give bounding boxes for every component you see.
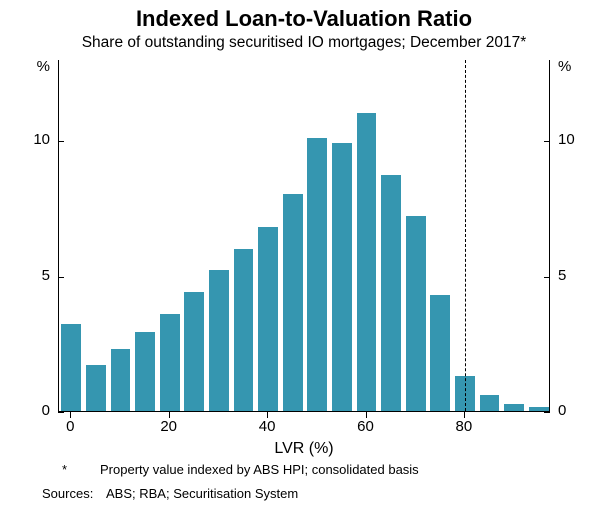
y-tick-label-left: 0 — [0, 402, 50, 419]
y-tick-mark — [58, 141, 64, 142]
y-tick-label-right: 0 — [558, 402, 566, 419]
histogram-bar — [184, 292, 204, 411]
plot-area — [58, 60, 550, 412]
x-axis-title: LVR (%) — [58, 440, 550, 458]
reference-line — [465, 60, 466, 411]
y-tick-mark — [544, 277, 550, 278]
histogram-bar — [135, 332, 155, 411]
chart-subtitle: Share of outstanding securitised IO mort… — [0, 34, 608, 52]
histogram-bar — [209, 270, 229, 411]
y-tick-mark — [58, 277, 64, 278]
histogram-bar — [111, 349, 131, 411]
x-tick-mark — [169, 412, 170, 418]
x-tick-label: 20 — [160, 418, 177, 435]
y-tick-label-left: 10 — [0, 131, 50, 148]
histogram-bar — [283, 194, 303, 411]
y-unit-label: % — [0, 58, 50, 75]
histogram-bar — [307, 138, 327, 411]
y-tick-label-left: 5 — [0, 267, 50, 284]
x-tick-label: 40 — [259, 418, 276, 435]
footnote-text: Property value indexed by ABS HPI; conso… — [100, 462, 419, 477]
y-tick-label-right: 5 — [558, 267, 566, 284]
y-unit-label: % — [558, 58, 571, 75]
x-tick-mark — [70, 412, 71, 418]
histogram-bar — [381, 175, 401, 411]
footnote-marker: * — [62, 462, 67, 477]
histogram-bar — [480, 395, 500, 411]
histogram-bar — [332, 143, 352, 411]
x-tick-label: 0 — [66, 418, 74, 435]
chart-title: Indexed Loan-to-Valuation Ratio — [0, 6, 608, 32]
histogram-bar — [529, 407, 549, 411]
chart-container: Indexed Loan-to-Valuation Ratio Share of… — [0, 0, 608, 518]
x-tick-label: 60 — [357, 418, 374, 435]
histogram-bar — [61, 324, 81, 411]
histogram-bar — [430, 295, 450, 411]
footnote-text: ABS; RBA; Securitisation System — [106, 486, 298, 501]
histogram-bar — [406, 216, 426, 411]
x-tick-mark — [366, 412, 367, 418]
histogram-bar — [234, 249, 254, 411]
histogram-bar — [258, 227, 278, 411]
y-tick-mark — [58, 412, 64, 413]
y-tick-mark — [544, 412, 550, 413]
x-tick-mark — [267, 412, 268, 418]
histogram-bar — [160, 314, 180, 411]
x-tick-label: 80 — [456, 418, 473, 435]
histogram-bar — [86, 365, 106, 411]
histogram-bar — [357, 113, 377, 411]
y-tick-label-right: 10 — [558, 131, 575, 148]
histogram-bar — [504, 404, 524, 411]
x-tick-mark — [464, 412, 465, 418]
y-tick-mark — [544, 141, 550, 142]
footnote-marker: Sources: — [42, 486, 93, 501]
